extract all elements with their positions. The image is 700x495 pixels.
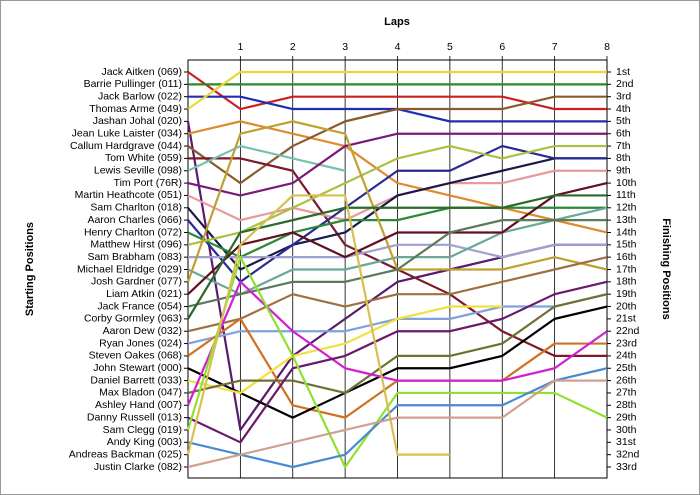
y2-tick-label: 14th	[616, 226, 637, 238]
x-tick-label: 1	[237, 41, 243, 53]
legend-label: Max Bladon (047)	[99, 387, 182, 399]
y2-tick-label: 12th	[616, 202, 637, 214]
y2-axis-label: Finishing Positions	[660, 218, 672, 319]
y2-tick-label: 23rd	[616, 337, 637, 349]
y2-tick-label: 16th	[616, 251, 637, 263]
legend-label: Justin Clarke (082)	[94, 461, 182, 473]
legend-label: Liam Atkin (021)	[106, 288, 182, 300]
y2-tick-label: 17th	[616, 263, 637, 275]
series-line	[187, 379, 607, 469]
legend-label: Josh Gardner (077)	[91, 276, 182, 288]
legend-label: Ashley Hand (007)	[95, 399, 182, 411]
y2-tick-label: 13th	[616, 214, 637, 226]
y2-tick-label: 26th	[616, 374, 637, 386]
legend-label: Matthew Hirst (096)	[90, 239, 182, 251]
legend-label: Martin Heathcote (051)	[75, 189, 182, 201]
y2-tick-label: 33rd	[616, 461, 637, 473]
series-line	[187, 256, 608, 333]
y2-tick-label: 30th	[616, 424, 637, 436]
legend-label: Danny Russell (013)	[87, 411, 182, 423]
x-tick-label: 4	[395, 41, 401, 53]
legend-label: Jack Barlow (022)	[98, 90, 182, 102]
x-tick-label: 2	[290, 41, 296, 53]
y2-tick-label: 5th	[616, 115, 631, 127]
legend-label: Aaron Charles (066)	[87, 214, 182, 226]
series-line	[187, 206, 608, 296]
y2-tick-label: 27th	[616, 387, 637, 399]
x-tick-label: 6	[499, 41, 505, 53]
legend-label: Steven Oakes (068)	[89, 350, 182, 362]
legend-label: Andy King (003)	[107, 436, 182, 448]
legend-label: Jashan Johal (020)	[93, 115, 182, 127]
series-line	[187, 305, 608, 419]
y2-tick-label: 19th	[616, 288, 637, 300]
series-line	[187, 71, 607, 111]
legend-label: Jack Aitken (069)	[101, 66, 182, 78]
y2-tick-label: 11th	[616, 189, 636, 201]
series-line	[187, 144, 607, 246]
legend-label: Callum Hardgrave (044)	[70, 140, 182, 152]
y2-tick-label: 20th	[616, 300, 637, 312]
y2-tick-label: 32nd	[616, 448, 640, 460]
legend-label: Tim Port (76R)	[114, 177, 182, 189]
x-tick-label: 7	[552, 41, 558, 53]
y2-tick-label: 29th	[616, 411, 637, 423]
y2-tick-label: 10th	[616, 177, 637, 189]
legend-label: Aaron Dew (032)	[103, 325, 182, 337]
series-line	[187, 120, 608, 234]
legend-label: Sam Clegg (019)	[103, 424, 182, 436]
series-line	[187, 157, 607, 271]
legend-label: Daniel Barrett (033)	[90, 374, 182, 386]
legend-label: Barrie Pullinger (011)	[84, 78, 182, 90]
y2-tick-label: 28th	[616, 399, 637, 411]
series-line	[187, 95, 607, 185]
y2-tick-label: 18th	[616, 276, 637, 288]
series-line	[188, 243, 607, 259]
x-tick-label: 3	[342, 41, 348, 53]
y2-tick-label: 2nd	[616, 78, 634, 90]
legend-label: John Stewart (000)	[93, 362, 182, 374]
series-line	[187, 132, 607, 197]
legend-label: Tom White (059)	[105, 152, 182, 164]
y2-tick-label: 8th	[616, 152, 631, 164]
legend-label: Ryan Jones (024)	[99, 337, 182, 349]
legend-label: Thomas Arme (049)	[89, 103, 182, 115]
y2-tick-label: 22nd	[616, 325, 640, 337]
y2-tick-label: 7th	[616, 140, 631, 152]
legend-label: Sam Charlton (018)	[90, 202, 182, 214]
legend-label: Henry Charlton (072)	[84, 226, 182, 238]
y2-tick-label: 25th	[616, 362, 637, 374]
series-line	[186, 280, 608, 406]
y2-tick-label: 1st	[616, 66, 630, 78]
y2-tick-label: 6th	[616, 128, 631, 140]
y2-tick-label: 21st	[616, 313, 636, 325]
series-line	[186, 194, 450, 456]
legend-label: Jean Luke Laister (034)	[72, 128, 182, 140]
legend-label: Sam Brabham (083)	[87, 251, 182, 263]
y2-tick-label: 3rd	[616, 90, 631, 102]
series-line	[187, 70, 607, 110]
y2-tick-label: 31st	[616, 436, 636, 448]
y2-tick-label: 9th	[616, 165, 631, 177]
legend-label: Corby Gormley (063)	[84, 313, 182, 325]
legend-label: Michael Eldridge (029)	[77, 263, 182, 275]
series-line	[187, 280, 608, 444]
y2-tick-label: 4th	[616, 103, 631, 115]
y2-tick-label: 15th	[616, 239, 637, 251]
series-line	[187, 305, 503, 395]
legend-label: Lewis Seville (098)	[94, 165, 182, 177]
y-axis-label: Starting Positions	[24, 222, 36, 316]
series-line	[187, 293, 608, 395]
legend-label: Andreas Backman (025)	[69, 448, 182, 460]
series-line	[187, 182, 608, 295]
x-tick-label: 5	[447, 41, 453, 53]
chart-title: Laps	[384, 16, 410, 28]
series-line	[187, 144, 607, 283]
series-line	[187, 367, 608, 469]
y2-tick-label: 24th	[616, 350, 637, 362]
legend-label: Jack France (054)	[97, 300, 182, 312]
x-tick-label: 8	[604, 41, 610, 53]
